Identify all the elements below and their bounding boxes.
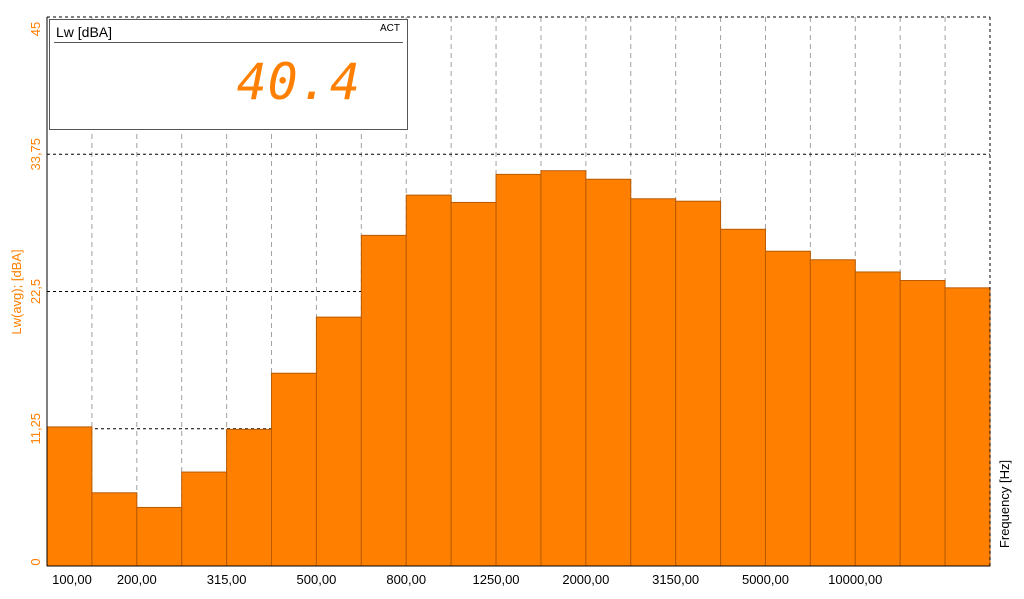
y-tick-labels: 0 11,25 22,5 33,75 45 <box>28 22 43 566</box>
bar-800hz <box>450 201 497 567</box>
bar-10000hz <box>944 287 991 567</box>
bar-200hz <box>181 471 228 567</box>
bar-3150hz <box>720 228 766 567</box>
bar-125hz <box>91 492 138 567</box>
x-tick-label: 200,00 <box>117 572 157 587</box>
bar-250hz <box>226 428 273 567</box>
x-tick-label: 3150,00 <box>652 572 699 587</box>
x-tick-label: 1250,00 <box>473 572 520 587</box>
bar-6300hz <box>854 271 901 567</box>
meter-act-flag: ACT <box>380 23 400 34</box>
bar-315hz <box>271 372 317 567</box>
bar-1000hz <box>495 173 542 567</box>
meter-divider <box>54 42 403 43</box>
bar-630hz <box>405 194 452 567</box>
y-tick-label: 11,25 <box>28 413 43 445</box>
bar-2000hz <box>630 198 677 567</box>
level-meter-panel: Lw [dBA] ACT 40.4 <box>49 19 408 130</box>
meter-value: 40.4 <box>236 53 361 111</box>
bars <box>46 170 991 567</box>
bar-500hz <box>360 234 407 567</box>
x-axis-label: Frequency [Hz] <box>997 460 1012 548</box>
x-tick-label: 500,00 <box>297 572 337 587</box>
x-tick-label: 800,00 <box>386 572 426 587</box>
horizontal-gridlines <box>47 153 990 430</box>
y-tick-label: 22,5 <box>28 279 43 304</box>
bar-5000hz <box>809 259 856 567</box>
x-tick-label: 2000,00 <box>562 572 609 587</box>
meter-title: Lw [dBA] <box>56 24 113 40</box>
x-tick-label: 5000,00 <box>742 572 789 587</box>
bar-1250hz <box>540 170 587 567</box>
y-tick-label: 33,75 <box>28 138 43 171</box>
bar-2500hz <box>675 200 722 567</box>
bar-100hz <box>46 426 93 567</box>
bar-4000hz <box>764 250 811 567</box>
bar-1600hz <box>585 178 632 567</box>
x-tick-label: 315,00 <box>207 572 247 587</box>
y-tick-label: 45 <box>28 22 43 36</box>
bar-160hz <box>136 506 183 567</box>
y-tick-label: 0 <box>28 558 43 565</box>
y-axis-label: Lw(avg); [dBA] <box>9 249 24 334</box>
x-tick-labels: 100,00 200,00 315,00 500,00 800,00 1250,00 200… <box>52 572 882 587</box>
bar-400hz <box>315 316 362 567</box>
x-tick-label: 10000,00 <box>828 572 882 587</box>
bar-8000hz <box>899 280 946 567</box>
x-tick-label: 100,00 <box>52 572 92 587</box>
